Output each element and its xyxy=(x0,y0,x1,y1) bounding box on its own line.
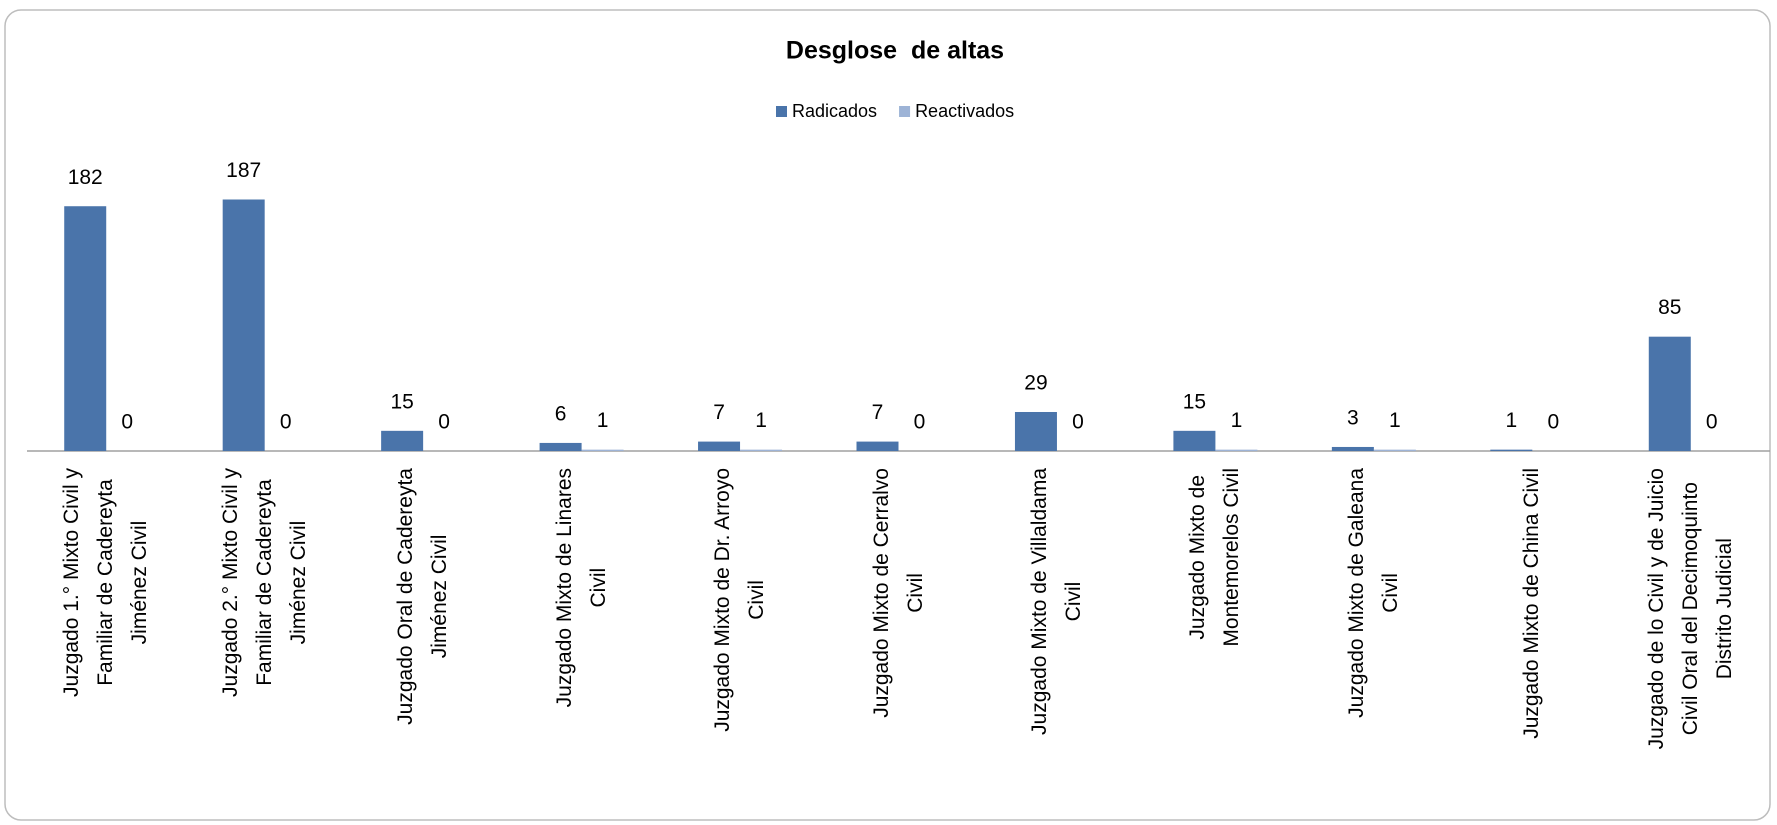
data-label: 0 xyxy=(1706,411,1718,434)
data-label: 85 xyxy=(1658,296,1681,319)
legend-swatch xyxy=(776,106,787,117)
data-label: 0 xyxy=(280,411,292,434)
chart-title: Desglose de altas xyxy=(786,37,1004,65)
data-label: 29 xyxy=(1024,372,1047,395)
data-label: 0 xyxy=(121,411,133,434)
x-tick-label: Juzgado Mixto de Villaldama Civil xyxy=(1027,468,1085,735)
bar xyxy=(1331,446,1374,451)
data-label: 6 xyxy=(555,402,567,425)
x-tick-label: Juzgado 1.° Mixto Civil y Familiar de Ca… xyxy=(60,468,152,697)
data-label: 15 xyxy=(390,390,413,413)
bar xyxy=(64,206,107,451)
bar xyxy=(740,449,783,451)
data-label: 7 xyxy=(713,401,725,424)
bar xyxy=(222,199,265,451)
bar xyxy=(1648,336,1691,451)
bar xyxy=(1173,430,1216,451)
data-label: 187 xyxy=(226,159,261,182)
data-label: 0 xyxy=(1547,411,1559,434)
x-tick-label: Juzgado Mixto de Montemorelos Civil xyxy=(1186,468,1244,647)
bar xyxy=(1373,449,1416,451)
x-tick-label: Juzgado Mixto de Cerralvo Civil xyxy=(869,468,927,718)
data-label: 1 xyxy=(755,409,767,432)
x-tick-label: Juzgado Mixto de Dr. Arroyo Civil xyxy=(711,468,769,732)
bar xyxy=(1014,411,1057,451)
x-tick-label: Juzgado 2.° Mixto Civil y Familiar de Ca… xyxy=(218,468,310,697)
data-label: 182 xyxy=(68,166,103,189)
x-tick-label: Juzgado Oral de Cadereyta Jiménez Civil xyxy=(394,468,452,725)
x-tick-label: Juzgado Mixto de Linares Civil xyxy=(552,468,610,708)
data-label: 1 xyxy=(1505,409,1517,432)
x-tick-label: Juzgado Mixto de China Civil xyxy=(1520,468,1544,739)
data-label: 1 xyxy=(1389,409,1401,432)
bar xyxy=(856,441,899,451)
legend-label: Radicados xyxy=(792,101,877,121)
data-label: 15 xyxy=(1183,390,1206,413)
chart-border xyxy=(4,9,1771,821)
bar xyxy=(581,449,624,451)
data-label: 0 xyxy=(914,411,926,434)
x-tick-label: Juzgado Mixto de Galeana Civil xyxy=(1344,468,1402,718)
bar xyxy=(539,442,582,451)
data-label: 0 xyxy=(1072,411,1084,434)
bar xyxy=(698,441,741,451)
legend-swatch xyxy=(899,106,911,117)
data-label: 1 xyxy=(1231,409,1243,432)
bar xyxy=(1215,449,1258,451)
data-label: 0 xyxy=(438,411,450,434)
data-label: 7 xyxy=(872,401,884,424)
legend-label: Reactivados xyxy=(915,101,1014,121)
bar xyxy=(1490,449,1533,451)
bar xyxy=(381,430,424,451)
data-label: 3 xyxy=(1347,407,1359,430)
data-label: 1 xyxy=(597,409,609,432)
x-tick-label: Juzgado de lo Civil y de Juicio Civil Or… xyxy=(1644,468,1736,750)
